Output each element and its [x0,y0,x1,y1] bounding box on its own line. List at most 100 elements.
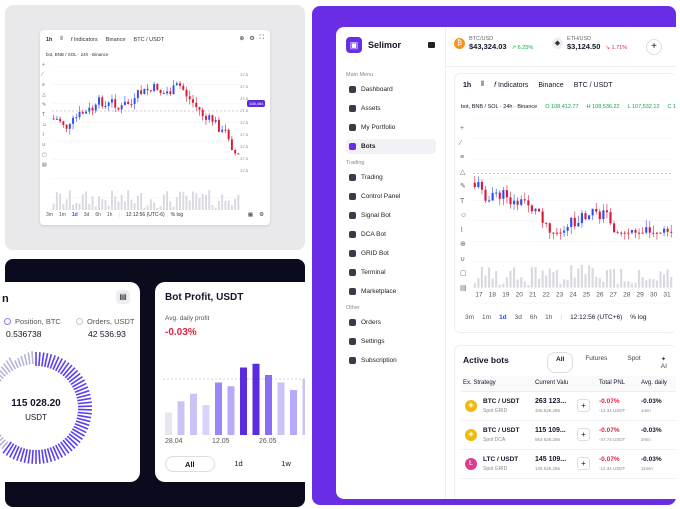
main-ruler-tool-icon[interactable]: ⌇ [460,226,464,234]
lc-range-3m[interactable]: 3m [46,212,53,218]
brush-tool-icon[interactable]: ✎ [42,102,47,108]
sidebar-item-terminal[interactable]: Terminal [346,265,436,280]
main-range-1m[interactable]: 1m [482,314,492,321]
trash-tool-icon[interactable]: ▤ [42,162,47,168]
add-ticker-button[interactable]: + [646,39,662,55]
main-range-3d[interactable]: 3d [514,314,522,321]
sidebar-item-bots[interactable]: Bots [346,139,436,154]
main-line-tool-icon[interactable]: ⁄ [460,139,462,147]
main-shape-tool-icon[interactable]: △ [460,168,466,176]
ticker-eth-usd[interactable]: ◆ ETH/USD $3,124.50 ↘ 1.71% [552,36,627,51]
lc-range-6h[interactable]: 6h [95,212,101,218]
indicators-button[interactable]: f Indicators [70,36,98,43]
shape-tool-icon[interactable]: △ [42,92,46,98]
sidebar-item-orders[interactable]: Orders [346,315,436,330]
main-zoom-tool-icon[interactable]: ⊕ [460,241,466,248]
magnet-tool-icon[interactable]: ∪ [42,142,46,148]
lc-range-1d[interactable]: 1d [71,212,78,218]
ruler-tool-icon[interactable]: ⌇ [42,132,45,138]
sidebar-item-grid-bot[interactable]: GRID Bot [346,246,436,261]
ticker-btc-usd[interactable]: ₿ BTC/USD $43,324.03 ↗ 6.25% [454,36,533,51]
fullscreen-icon[interactable]: ⛶ [259,35,264,41]
main-trash-tool-icon[interactable]: ▤ [460,284,467,292]
bot-tab-all[interactable]: All [547,352,574,373]
mc-candle [623,232,626,234]
lc-log-toggle[interactable]: % log [170,212,184,218]
main-lock-tool-icon[interactable]: ▢ [460,270,467,277]
sidebar-item-assets[interactable]: Assets [346,101,436,116]
sidebar-item-my-portfolio[interactable]: My Portfolio [346,120,436,135]
sidebar-item-signal-bot[interactable]: Signal Bot [346,208,436,223]
lc-candle [72,117,75,124]
profit-tab-1w[interactable]: 1w [281,459,291,468]
main-log-toggle[interactable]: % log [630,314,647,321]
sidebar-item-settings[interactable]: Settings [346,334,436,349]
settings-small-icon[interactable]: ⚙ [259,212,264,218]
interval-button[interactable]: 1h [46,36,53,43]
lc-range-1m[interactable]: 1m [58,212,66,218]
wallet-icon[interactable]: ▤ [116,290,130,304]
lc-volume-bar [59,193,62,210]
main-range-3m[interactable]: 3m [465,314,475,321]
brand-name: Selimor [368,40,402,50]
main-candle-type-icon[interactable]: ⫴ [481,81,485,88]
mc-x-tick: 25 [583,292,591,299]
profit-bar [215,382,222,435]
main-fib-tool-icon[interactable]: ≡ [460,154,465,161]
main-magnet-tool-icon[interactable]: ∪ [460,255,466,263]
calendar-icon[interactable]: ▦ [247,212,254,218]
sidebar-item-marketplace[interactable]: Marketplace [346,284,436,299]
profit-tab-all[interactable]: All [165,456,215,472]
main-range-6h[interactable]: 6h [529,314,538,321]
profit-tab-1d[interactable]: 1d [234,459,243,468]
main-crosshair-icon[interactable]: + [460,125,465,132]
sidebar-item-trading[interactable]: Trading [346,170,436,185]
candle-type-icon[interactable]: ⫴ [60,36,63,42]
main-exchange-label[interactable]: Binance [538,81,564,89]
main-range-1h[interactable]: 1h [545,314,553,321]
collapse-sidebar-icon[interactable] [428,42,435,48]
pair-label[interactable]: BTC / USDT [133,36,165,43]
main-interval-button[interactable]: 1h [463,81,472,89]
main-text-tool-icon[interactable]: T [460,197,465,205]
bot-tab-spot[interactable]: Spot [627,355,641,362]
bot-row[interactable]: Ł LTC / USDT Spot GRID 145 109... 125 526.25… [461,450,676,479]
sidebar-item-subscription[interactable]: Subscription [346,353,436,368]
text-tool-icon[interactable]: T [42,112,46,118]
bot-row[interactable]: ◈ BTC / USDT Spot GRID 263 123... 345.526.25… [461,392,676,421]
mc-candle [491,192,494,201]
candlestick-chart[interactable]: 20 22 24 26 28 30 27,0 27,0 27,0 27,0 27,0 27,0 27,0… [52,66,252,216]
crosshair-icon[interactable]: + [42,62,45,68]
mc-candle [548,223,551,233]
lc-range-3d[interactable]: 3d [83,212,90,218]
bot-row[interactable]: ◈ BTC / USDT Spot DCA 115 109... 563 526.256… [461,421,676,450]
sidebar-item-dca-bot[interactable]: DCA Bot [346,227,436,242]
lc-range-1h[interactable]: 1h [106,212,113,218]
bot-add-button[interactable]: + [577,428,590,441]
exchange-label[interactable]: Binance [105,36,126,43]
bot-add-button[interactable]: + [577,399,590,412]
lc-candle [149,90,152,92]
bot-tab-futures[interactable]: Futures [585,355,608,362]
main-candlestick-chart[interactable]: 17 18 19 20 21 22 23 24 25 26 27 28 29 30 31 [473,118,676,318]
main-range-1d[interactable]: 1d [499,314,507,321]
bot-tab-ai[interactable]: ✦ AI [660,356,667,370]
ticker-text: BTC/USD $43,324.03 ↗ 6.25% [469,36,533,51]
settings-icon[interactable]: ⚙ [249,36,255,42]
lc-volume-bar [101,199,104,210]
main-indicators-button[interactable]: f Indicators [494,81,529,89]
bot-add-button[interactable]: + [577,457,590,470]
sidebar-item-dashboard[interactable]: Dashboard [346,82,436,97]
main-emoji-tool-icon[interactable]: ☺ [460,212,468,219]
profit-bar [177,401,185,435]
line-tool-icon[interactable]: ⁄ [42,72,43,78]
lock-tool-icon[interactable]: ▢ [42,152,47,158]
sidebar-item-control-panel[interactable]: Control Panel [346,189,436,204]
main-pair-label[interactable]: BTC / USDT [573,81,613,89]
emoji-tool-icon[interactable]: ☺ [42,122,48,128]
fib-tool-icon[interactable]: ≡ [42,82,45,88]
main-brush-tool-icon[interactable]: ✎ [460,183,466,190]
zoom-icon[interactable]: ⊕ [239,36,245,42]
ticker-change: ↘ 1.71% [605,45,628,51]
donut-segment [31,351,34,365]
